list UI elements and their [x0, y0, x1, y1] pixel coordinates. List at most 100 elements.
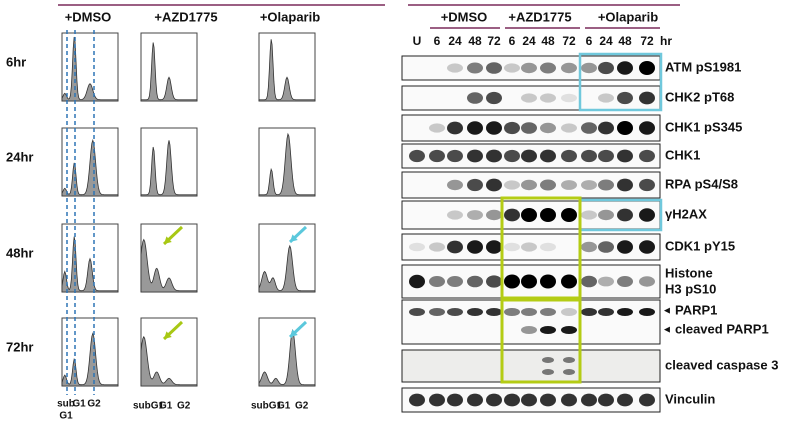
- histogram: [140, 140, 198, 197]
- band: [617, 178, 633, 192]
- band: [540, 122, 556, 134]
- band: [486, 308, 502, 316]
- band: [598, 121, 614, 135]
- band: [540, 179, 556, 191]
- band: [521, 393, 537, 407]
- band: [581, 62, 597, 74]
- band: [429, 276, 445, 287]
- band: [617, 149, 633, 163]
- band: [563, 369, 575, 375]
- histogram: [61, 236, 119, 293]
- band: [639, 61, 655, 75]
- band: [639, 240, 655, 254]
- band: [447, 149, 463, 163]
- axis-label: subG1: [251, 401, 283, 412]
- axis-label: G1: [59, 411, 73, 422]
- band: [598, 149, 614, 163]
- band: [561, 274, 577, 289]
- band: [467, 240, 483, 254]
- lane-label: 6: [434, 34, 441, 48]
- histogram: [140, 42, 198, 102]
- band: [486, 178, 502, 192]
- band: [409, 149, 425, 163]
- band: [409, 308, 425, 316]
- band: [447, 179, 463, 191]
- band: [540, 93, 556, 103]
- band: [467, 308, 483, 316]
- arrow-mark: ◄: [662, 325, 672, 336]
- axis-label: G2: [177, 401, 191, 412]
- arrow-head: [164, 331, 172, 339]
- band: [617, 276, 633, 287]
- band: [561, 180, 577, 190]
- band: [598, 93, 614, 103]
- band: [447, 210, 463, 220]
- group-header: +Olaparib: [598, 9, 658, 24]
- histogram-frame: [258, 317, 316, 387]
- lane-label: 72: [640, 34, 654, 48]
- band: [563, 357, 575, 363]
- protein-label: H3 pS10: [665, 281, 716, 296]
- band: [447, 393, 463, 407]
- band: [409, 274, 425, 289]
- histogram: [258, 39, 316, 102]
- band: [639, 276, 655, 287]
- band: [447, 240, 463, 254]
- axis-label: G1: [277, 401, 291, 412]
- band: [581, 275, 597, 288]
- protein-label: PARP1: [675, 302, 717, 317]
- band: [429, 242, 445, 252]
- lane-label: 72: [487, 34, 501, 48]
- arrow-mark: ◄: [662, 306, 672, 317]
- lane-label: 24: [599, 34, 613, 48]
- band: [639, 208, 655, 222]
- histogram: [258, 244, 316, 293]
- band: [581, 122, 597, 134]
- protein-label: CHK1: [665, 147, 700, 162]
- band: [486, 209, 502, 221]
- arrow-head: [290, 234, 298, 242]
- band: [581, 393, 597, 407]
- band: [598, 179, 614, 191]
- lane-label: 48: [541, 34, 555, 48]
- band: [540, 326, 556, 334]
- band: [467, 121, 483, 135]
- band: [447, 308, 463, 316]
- band: [409, 242, 425, 252]
- protein-label: cleaved PARP1: [675, 321, 769, 336]
- band: [561, 62, 577, 74]
- band: [521, 208, 537, 222]
- band: [521, 149, 537, 163]
- band: [617, 121, 633, 135]
- protein-label: RPA pS4/S8: [665, 176, 738, 191]
- column-header: +AZD1775: [154, 9, 217, 24]
- protein-label: CHK2 pT68: [665, 89, 734, 104]
- histogram: [61, 138, 119, 197]
- column-header: +Olaparib: [260, 9, 320, 24]
- protein-label: γH2AX: [665, 206, 707, 221]
- band: [467, 393, 483, 407]
- band: [598, 209, 614, 221]
- unit-label: hr: [660, 34, 672, 48]
- blot-strip: [401, 349, 661, 383]
- lane-label: 24: [522, 34, 536, 48]
- lane-label: 6: [586, 34, 593, 48]
- band: [561, 208, 577, 222]
- band: [504, 308, 520, 316]
- lane-label: 48: [468, 34, 482, 48]
- band: [617, 393, 633, 407]
- axis-label: sub: [57, 399, 75, 410]
- group-header: +DMSO: [441, 9, 488, 24]
- row-label: 48hr: [6, 245, 33, 260]
- band: [639, 149, 655, 163]
- arrow-head: [164, 236, 172, 244]
- column-header: +DMSO: [65, 9, 112, 24]
- row-label: 72hr: [6, 339, 33, 354]
- band: [598, 241, 614, 253]
- band: [639, 178, 655, 192]
- arrow-head: [290, 329, 298, 337]
- band: [521, 62, 537, 74]
- histogram: [61, 36, 119, 102]
- protein-label: cleaved caspase 3: [665, 357, 778, 372]
